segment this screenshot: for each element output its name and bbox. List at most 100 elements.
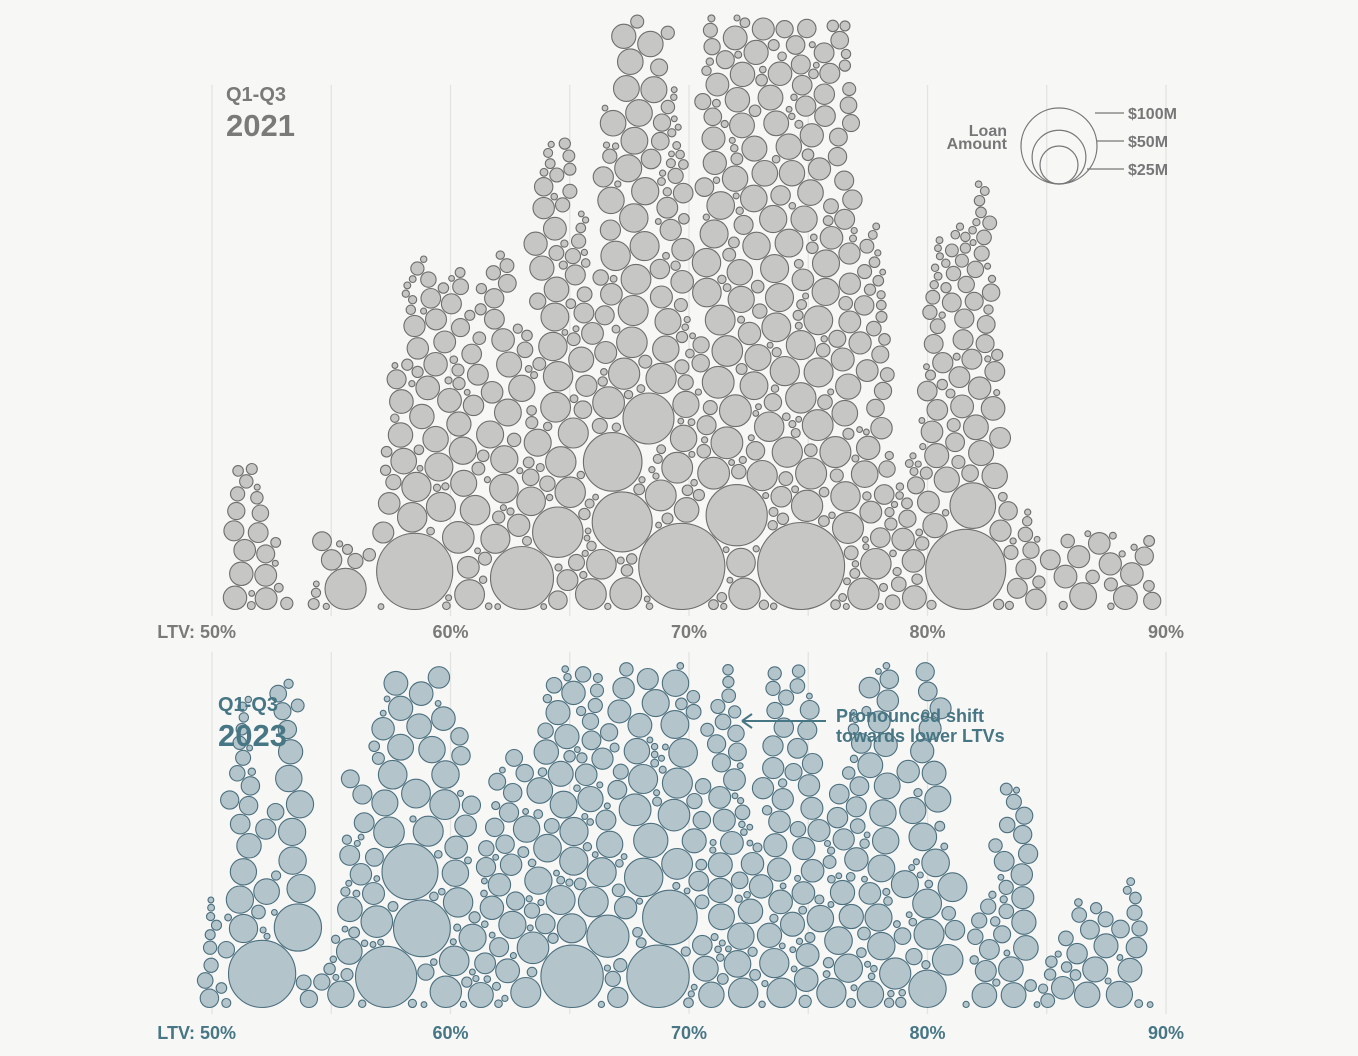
x-tick-label: 70% xyxy=(671,1023,707,1043)
loan-bubble xyxy=(1017,843,1039,864)
loan-bubble xyxy=(909,452,917,460)
loan-bubble xyxy=(808,41,816,49)
loan-bubble xyxy=(524,866,553,895)
loan-bubble xyxy=(670,86,678,94)
loan-bubble xyxy=(813,83,836,105)
loan-bubble xyxy=(286,873,316,904)
loan-bubble xyxy=(544,158,556,170)
loan-bubble xyxy=(869,527,891,548)
loan-bubble xyxy=(812,61,820,69)
loan-bubble xyxy=(523,231,548,256)
loan-bubble xyxy=(580,258,591,268)
loan-bubble xyxy=(798,994,812,1009)
loan-bubble xyxy=(726,259,754,286)
loan-bubble xyxy=(549,167,565,183)
loan-bubble xyxy=(826,846,836,855)
x-tick-label: 80% xyxy=(909,1023,945,1043)
loan-bubble xyxy=(505,748,524,767)
loan-bubble xyxy=(437,282,450,294)
loan-bubble xyxy=(785,382,817,414)
loan-bubble xyxy=(834,208,856,230)
loan-bubble xyxy=(584,498,595,509)
loan-bubble xyxy=(774,228,804,258)
loan-bubble xyxy=(790,965,798,973)
loan-bubble xyxy=(654,308,682,336)
loan-bubble xyxy=(277,739,304,765)
loan-bubble xyxy=(670,115,678,123)
loan-bubble xyxy=(992,598,1005,611)
loan-bubble xyxy=(716,591,728,603)
loan-bubble xyxy=(872,274,885,287)
loan-bubble xyxy=(526,924,534,932)
loan-bubble xyxy=(948,366,971,389)
loan-bubble xyxy=(636,897,644,905)
loan-bubble xyxy=(484,602,493,611)
loan-bubble xyxy=(1000,982,1027,1009)
loan-bubble xyxy=(452,376,466,391)
loan-bubble xyxy=(1120,562,1144,586)
loan-bubble xyxy=(530,371,539,380)
loan-bubble xyxy=(499,258,515,274)
loan-bubble xyxy=(290,698,305,713)
loan-bubble xyxy=(844,847,869,872)
loan-bubble xyxy=(796,299,808,310)
loan-bubble xyxy=(357,999,367,1009)
loan-bubble xyxy=(698,981,725,1009)
loan-bubble xyxy=(768,810,791,834)
loan-bubble xyxy=(882,661,891,670)
loan-bubble xyxy=(895,482,905,491)
loan-bubble xyxy=(791,74,813,96)
loan-bubble xyxy=(778,471,794,487)
loan-bubble xyxy=(607,357,641,390)
loan-bubble xyxy=(277,719,298,740)
loan-bubble xyxy=(307,597,320,611)
loan-bubble xyxy=(354,945,418,1009)
loan-bubble xyxy=(842,189,863,210)
loan-bubble xyxy=(616,556,625,565)
loan-bubble xyxy=(822,970,831,979)
loan-bubble xyxy=(376,532,454,611)
loan-bubble xyxy=(601,104,609,112)
loan-bubble xyxy=(908,969,947,1009)
year-label: 2021 xyxy=(226,108,295,143)
loan-bubble xyxy=(614,180,622,188)
loan-bubble xyxy=(921,709,930,718)
loan-bubble xyxy=(661,767,693,799)
loan-bubble xyxy=(785,35,806,55)
loan-bubble xyxy=(466,363,489,386)
loan-bubble xyxy=(871,345,890,364)
loan-bubble xyxy=(980,898,997,915)
loan-bubble xyxy=(259,926,267,934)
loan-bubble xyxy=(916,490,940,514)
loan-bubble xyxy=(603,802,611,810)
loan-bubble xyxy=(613,896,638,920)
loan-bubble xyxy=(688,870,710,892)
loan-bubble xyxy=(464,856,472,865)
loan-bubble xyxy=(324,567,367,611)
loan-bubble xyxy=(1058,600,1068,611)
loan-bubble xyxy=(495,834,515,854)
loan-bubble xyxy=(726,547,756,578)
x-tick-label: 60% xyxy=(432,1023,468,1043)
loan-bubble xyxy=(838,310,862,334)
loan-bubble xyxy=(491,801,501,811)
loan-bubble xyxy=(838,272,862,295)
loan-bubble xyxy=(474,303,487,316)
loan-bubble xyxy=(806,904,835,933)
loan-bubble xyxy=(707,14,716,23)
loan-bubble xyxy=(926,399,949,421)
loan-bubble xyxy=(339,844,361,866)
loan-bubble xyxy=(662,187,673,197)
loan-bubble xyxy=(491,328,515,352)
loan-bubble xyxy=(1013,935,1039,961)
loan-bubble xyxy=(910,739,935,764)
loan-bubble xyxy=(935,252,944,261)
loan-bubble xyxy=(700,722,715,737)
year-label: 2023 xyxy=(218,718,287,753)
loan-bubble xyxy=(875,299,887,311)
loan-bubble xyxy=(461,343,483,365)
loan-bubble xyxy=(800,858,825,883)
loan-bubble xyxy=(809,233,818,242)
loan-bubble xyxy=(655,521,663,529)
loan-bubble xyxy=(429,891,439,902)
